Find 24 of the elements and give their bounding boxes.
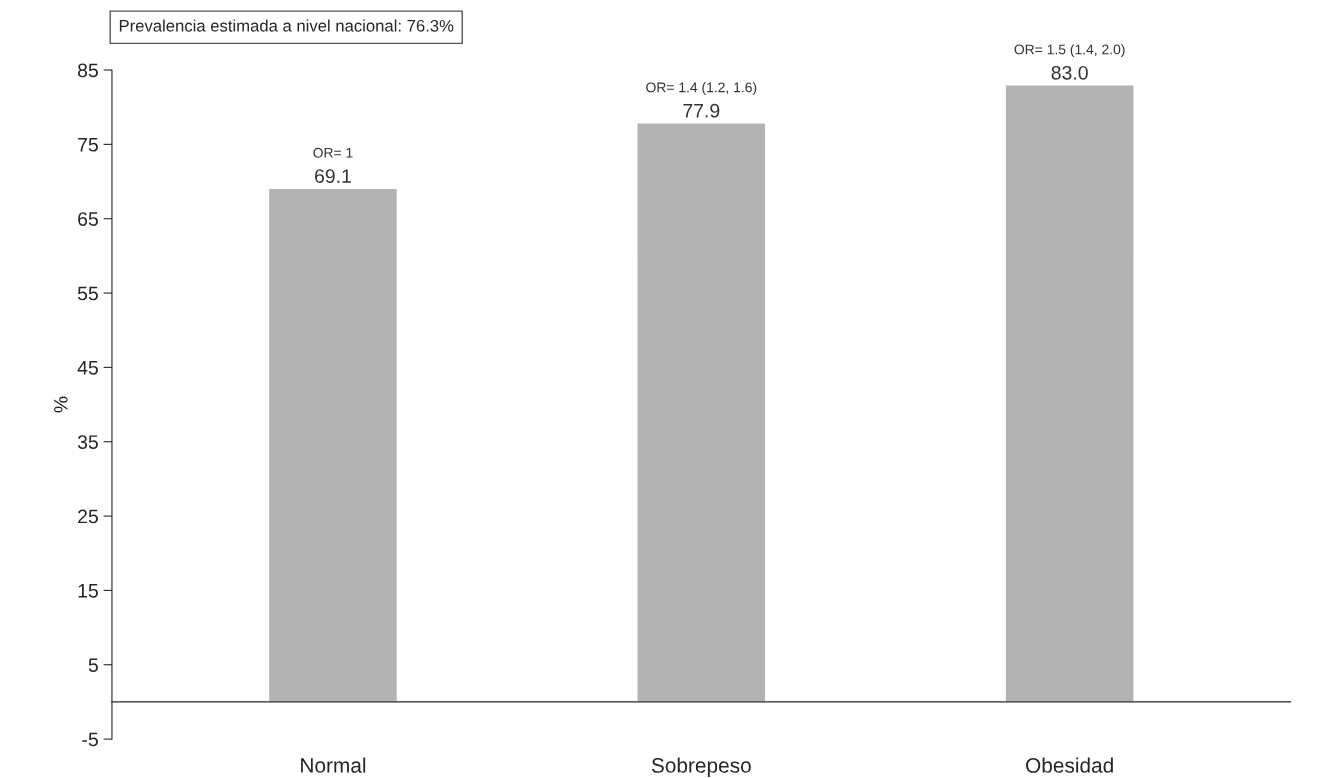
y-tick-label: 15 xyxy=(78,584,98,598)
y-axis-title: % xyxy=(54,396,68,413)
y-tick-label: 5 xyxy=(88,658,98,672)
data-label: 69.1 xyxy=(315,169,351,183)
x-tick-label: Normal xyxy=(301,757,366,773)
annotation: OR= 1.4 (1.2, 1.6) xyxy=(646,82,757,96)
annotation: OR= 1.5 (1.4, 2.0) xyxy=(1014,44,1125,58)
y-tick-label: 85 xyxy=(77,63,98,78)
bar xyxy=(267,187,399,703)
data-label: 83.0 xyxy=(1051,65,1088,80)
y-tick-label: 45 xyxy=(77,361,98,375)
y-tick-label: -5 xyxy=(82,732,98,747)
data-label: 77.9 xyxy=(683,103,720,118)
y-tick-label: 75 xyxy=(78,138,98,152)
bar xyxy=(1004,84,1135,703)
y-tick-label: 65 xyxy=(78,212,98,226)
y-tick-label: 35 xyxy=(77,435,98,449)
x-tick-label: Sobrepeso xyxy=(651,757,751,777)
y-tick-label: 55 xyxy=(77,286,98,301)
y-tick-label: 25 xyxy=(78,509,98,524)
text: Prevalencia estimada a nivel nacional: 76.3% xyxy=(119,19,454,32)
annotation: OR= 1 xyxy=(313,147,353,158)
bar xyxy=(636,122,767,703)
x-tick-label: Obesidad xyxy=(1026,757,1113,773)
